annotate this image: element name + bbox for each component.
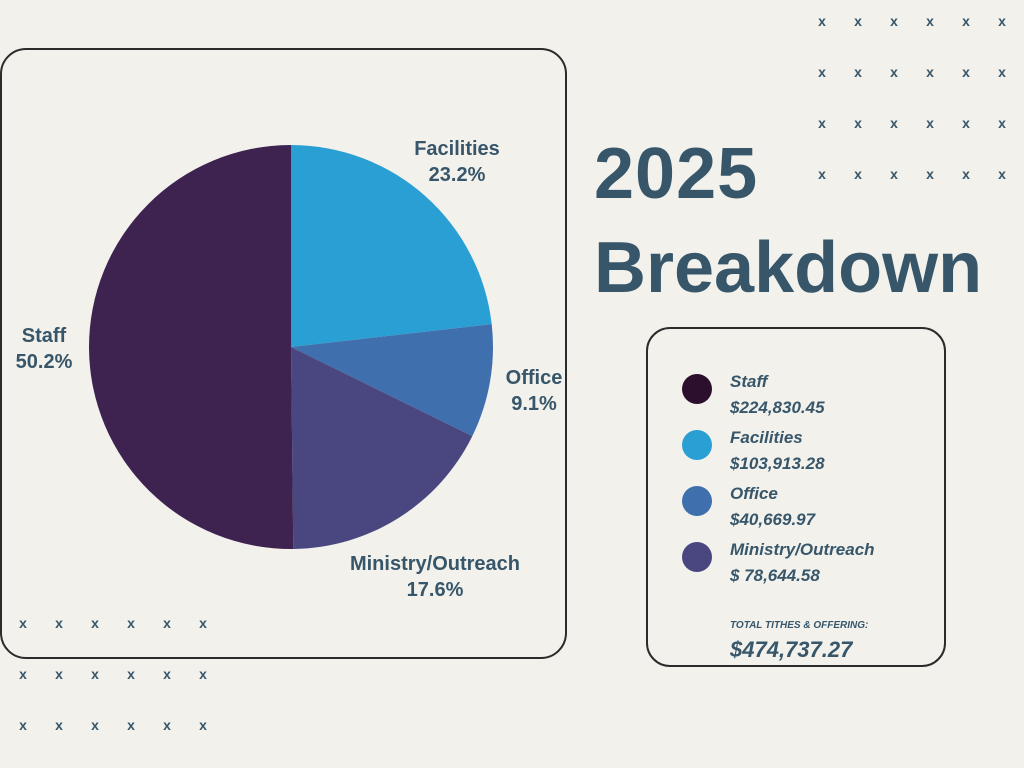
pie-slice-staff [89,145,294,549]
legend-swatch [682,374,712,404]
title-year: 2025 [594,134,759,214]
decorative-x-mark: x [818,13,826,29]
decorative-x-mark: x [818,166,826,182]
decorative-x-mark: x [127,615,135,631]
decorative-x-mark: x [127,666,135,682]
slice-label-office: Office [506,367,563,389]
slice-percent-staff: 50.2% [16,351,73,373]
decorative-x-mark: x [55,717,63,733]
decorative-x-mark: x [55,666,63,682]
legend-name: Staff [730,372,768,391]
decorative-x-mark: x [55,615,63,631]
decorative-x-mark: x [163,717,171,733]
legend-value: $224,830.45 [730,398,825,417]
legend-swatch [682,542,712,572]
legend-card: Staff $224,830.45 Facilities $103,913.28… [646,327,946,667]
decorative-x-mark: x [199,717,207,733]
decorative-x-mark: x [163,666,171,682]
decorative-x-pattern-bottom: x x x x x x x x x x x x x x x x x x [19,615,207,733]
decorative-x-mark: x [19,717,27,733]
legend-name: Facilities [730,428,803,447]
pie-slice-ministry-outreach [291,347,473,549]
decorative-x-mark: x [962,115,970,131]
title-word: Breakdown [594,228,983,308]
pie-chart: Staff 50.2% Facilities 23.2% Office 9.1% Minis… [16,138,563,601]
decorative-x-mark: x [890,166,898,182]
decorative-x-mark: x [926,64,934,80]
decorative-x-mark: x [890,115,898,131]
decorative-x-mark: x [926,13,934,29]
pie-slice-facilities [291,145,492,347]
decorative-x-mark: x [127,717,135,733]
decorative-x-mark: x [854,115,862,131]
decorative-x-mark: x [998,166,1006,182]
decorative-x-mark: x [91,615,99,631]
pie-chart-card: Staff 50.2% Facilities 23.2% Office 9.1% Minis… [0,48,567,659]
decorative-x-mark: x [199,666,207,682]
decorative-x-mark: x [91,666,99,682]
slice-label-ministry-outreach: Ministry/Outreach [350,553,520,575]
decorative-x-mark: x [818,64,826,80]
decorative-x-mark: x [818,115,826,131]
decorative-x-mark: x [163,615,171,631]
pie-slice-office [291,324,493,437]
decorative-x-mark: x [890,13,898,29]
decorative-x-mark: x [854,13,862,29]
total-label: TOTAL TITHES & OFFERING: [730,620,869,631]
decorative-x-mark: x [19,666,27,682]
decorative-x-mark: x [199,615,207,631]
decorative-x-mark: x [962,64,970,80]
total-value: $474,737.27 [730,637,853,662]
decorative-x-mark: x [998,115,1006,131]
decorative-x-mark: x [962,166,970,182]
legend-swatch [682,430,712,460]
decorative-x-pattern-top: x x x x x x x x x x x x x x x x x x x x x x x x [818,13,1006,182]
decorative-x-mark: x [854,64,862,80]
legend-value: $40,669.97 [730,510,816,529]
decorative-x-mark: x [91,717,99,733]
legend-name: Ministry/Outreach [730,540,875,559]
decorative-x-mark: x [998,13,1006,29]
decorative-x-mark: x [854,166,862,182]
slice-percent-ministry-outreach: 17.6% [407,579,464,601]
legend-name: Office [730,484,778,503]
slice-label-staff: Staff [22,325,67,347]
legend-value: $ 78,644.58 [730,566,820,585]
slice-percent-facilities: 23.2% [429,164,486,186]
legend-value: $103,913.28 [730,454,825,473]
decorative-x-mark: x [19,615,27,631]
decorative-x-mark: x [890,64,898,80]
slice-percent-office: 9.1% [511,393,557,415]
legend-swatch [682,486,712,516]
decorative-x-mark: x [962,13,970,29]
slice-label-facilities: Facilities [414,138,500,160]
decorative-x-mark: x [998,64,1006,80]
decorative-x-mark: x [926,115,934,131]
decorative-x-mark: x [926,166,934,182]
